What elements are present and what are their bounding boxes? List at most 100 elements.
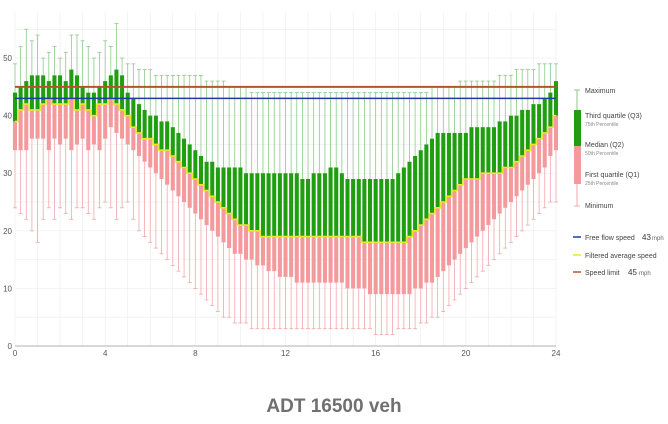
box-item bbox=[283, 92, 288, 330]
box-lower bbox=[238, 225, 243, 254]
box-item bbox=[503, 74, 508, 249]
box-lower bbox=[542, 132, 547, 168]
box-upper bbox=[58, 75, 63, 105]
box-item bbox=[142, 69, 147, 237]
box-item bbox=[272, 92, 277, 330]
box-item bbox=[18, 46, 23, 214]
box-lower bbox=[170, 155, 175, 191]
box-item bbox=[120, 57, 125, 209]
box-upper bbox=[469, 127, 474, 179]
box-upper bbox=[463, 132, 468, 179]
x-tick-label: 16 bbox=[371, 349, 380, 358]
box-upper bbox=[142, 109, 147, 139]
box-item bbox=[198, 74, 203, 295]
box-item bbox=[553, 63, 559, 203]
box-item bbox=[80, 40, 85, 209]
box-item bbox=[153, 74, 158, 249]
box-item bbox=[446, 86, 451, 307]
box-item bbox=[334, 92, 339, 330]
box-item bbox=[182, 74, 187, 278]
box-item bbox=[469, 80, 474, 284]
box-upper bbox=[306, 179, 311, 237]
box-series bbox=[12, 23, 559, 335]
box-upper bbox=[35, 75, 40, 110]
box-lower bbox=[384, 242, 389, 295]
box-item bbox=[41, 57, 46, 220]
box-item bbox=[187, 74, 192, 284]
box-lower bbox=[176, 161, 181, 197]
box-upper bbox=[424, 144, 429, 220]
box-upper bbox=[475, 127, 480, 179]
box-upper bbox=[204, 161, 209, 191]
box-upper bbox=[232, 167, 237, 220]
box-upper bbox=[91, 92, 96, 116]
box-item bbox=[24, 28, 29, 220]
box-upper bbox=[148, 115, 153, 139]
box-lower bbox=[215, 202, 220, 237]
legend-upper-box bbox=[574, 110, 581, 146]
box-lower bbox=[525, 150, 530, 185]
box-lower bbox=[334, 236, 339, 283]
box-upper bbox=[542, 98, 547, 133]
box-lower bbox=[193, 179, 198, 214]
box-upper bbox=[29, 75, 34, 110]
box-upper bbox=[328, 167, 333, 237]
box-item bbox=[491, 80, 497, 261]
box-item bbox=[69, 34, 74, 220]
box-upper bbox=[311, 173, 316, 237]
box-upper bbox=[441, 132, 446, 203]
box-lower bbox=[35, 109, 40, 139]
box-upper bbox=[176, 132, 181, 162]
x-tick-label: 20 bbox=[461, 349, 470, 358]
box-upper bbox=[435, 132, 440, 208]
legend-minimum: Minimum bbox=[585, 203, 614, 210]
box-upper bbox=[210, 161, 215, 197]
box-item bbox=[266, 92, 271, 330]
box-lower bbox=[300, 236, 305, 283]
box-lower bbox=[491, 173, 497, 220]
box-item bbox=[390, 92, 395, 335]
box-item bbox=[232, 86, 237, 324]
reference-lines bbox=[15, 85, 556, 244]
box-lower bbox=[289, 236, 294, 277]
box-item bbox=[114, 23, 119, 220]
box-item bbox=[148, 69, 153, 243]
box-upper bbox=[531, 104, 536, 145]
legend-lower-box bbox=[574, 146, 581, 184]
box-lower bbox=[328, 236, 333, 283]
box-item bbox=[311, 92, 316, 330]
box-upper bbox=[238, 167, 243, 226]
box-lower bbox=[29, 109, 34, 139]
box-lower bbox=[272, 236, 277, 272]
box-lower bbox=[306, 236, 311, 283]
box-lower bbox=[182, 167, 187, 203]
box-upper bbox=[407, 161, 412, 237]
box-item bbox=[74, 34, 80, 209]
box-lower bbox=[86, 109, 91, 151]
box-lower bbox=[452, 190, 457, 260]
box-lower bbox=[469, 179, 474, 243]
box-item bbox=[165, 74, 170, 261]
box-item bbox=[306, 92, 311, 330]
box-lower bbox=[210, 196, 215, 231]
box-item bbox=[486, 80, 491, 266]
legend-q1-sub: 25th Percentile bbox=[585, 181, 619, 187]
box-lower bbox=[368, 242, 373, 295]
y-tick-label: 0 bbox=[8, 342, 13, 351]
box-lower bbox=[204, 190, 209, 226]
box-upper bbox=[362, 179, 367, 243]
box-upper bbox=[63, 81, 68, 105]
box-lower bbox=[159, 150, 164, 179]
box-item bbox=[373, 92, 378, 335]
box-item bbox=[548, 63, 553, 203]
box-upper bbox=[390, 179, 395, 243]
box-lower bbox=[58, 104, 63, 145]
box-upper bbox=[345, 179, 350, 237]
box-item bbox=[260, 92, 265, 330]
box-upper bbox=[384, 179, 389, 243]
box-upper bbox=[322, 173, 327, 237]
box-lower bbox=[503, 167, 508, 208]
box-upper bbox=[317, 173, 322, 237]
box-upper bbox=[41, 75, 46, 105]
